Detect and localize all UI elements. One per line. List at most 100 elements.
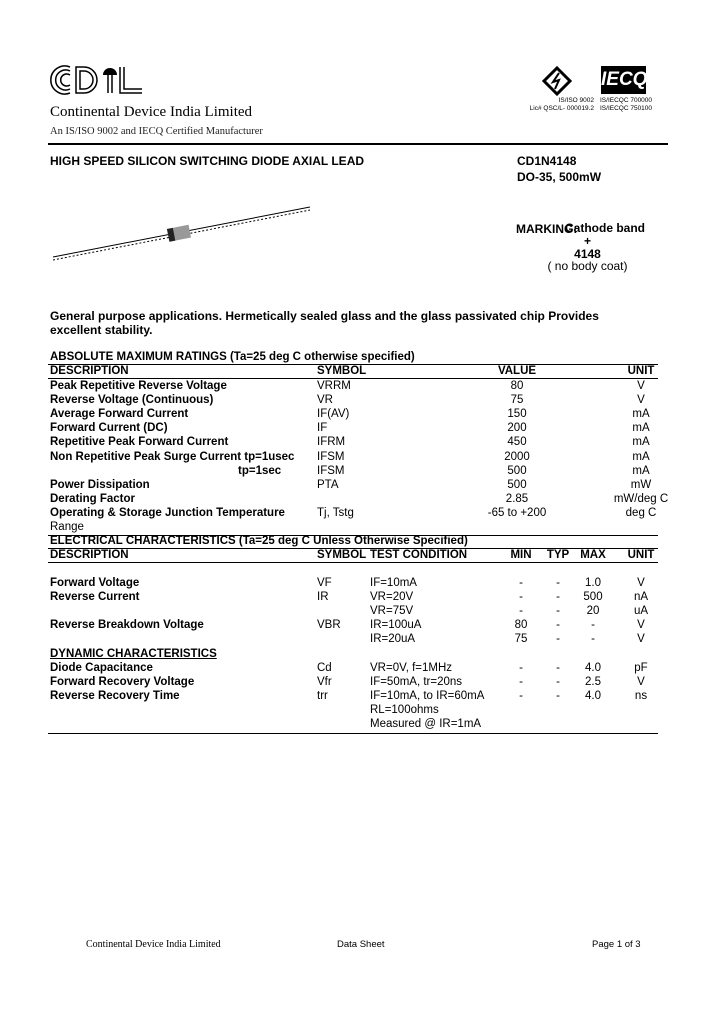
- cell-typ: -: [556, 619, 560, 632]
- cell-description: Reverse Breakdown Voltage: [50, 619, 204, 632]
- cell-test-condition: VR=20V: [370, 591, 414, 604]
- cell-max: 4.0: [585, 689, 601, 702]
- cell-description: Non Repetitive Peak Surge Current tp=1us…: [50, 450, 295, 463]
- cell-min: 80: [514, 619, 528, 632]
- cell-symbol: IFSM: [317, 450, 345, 463]
- header-unit: UNIT: [627, 365, 655, 377]
- header-typ: TYP: [546, 549, 570, 561]
- cell-value: 75: [510, 394, 524, 407]
- marking-info: Cathode band: [545, 222, 665, 235]
- cell-value: 500: [507, 478, 527, 491]
- cell-min: -: [519, 605, 523, 618]
- header-test-condition: TEST CONDITION: [370, 549, 468, 561]
- marking-line: +: [583, 234, 591, 248]
- cell-test-condition: Measured @ IR=1mA: [370, 718, 482, 730]
- header-symbol: SYMBOL: [317, 365, 367, 377]
- cell-description: Forward Current (DC): [50, 422, 168, 435]
- cell-description: Reverse Current: [50, 591, 140, 604]
- cell-typ: -: [556, 591, 560, 604]
- table-row: Measured @ IR=1mA: [0, 718, 720, 732]
- cell-description: Derating Factor: [50, 492, 135, 505]
- cell-value: 500: [507, 464, 527, 477]
- product-description: General purpose applications. Hermetical…: [50, 309, 599, 323]
- table-row: Reverse Breakdown Voltage VBR IR=100uA 80 - -…: [0, 619, 720, 633]
- cell-unit: V: [637, 394, 645, 407]
- iso-cert-line: IS/ISO 9002: [558, 97, 594, 104]
- marking-line: 4148: [574, 246, 601, 261]
- cell-max: 20: [586, 605, 600, 618]
- cell-unit: mA: [632, 464, 650, 477]
- table-row: Average Forward Current IF(AV) 150 mA: [0, 408, 720, 422]
- dynamic-section-heading: DYNAMIC CHARACTERISTICS: [0, 648, 720, 662]
- cell-symbol: IF: [317, 422, 328, 435]
- iso-cert-text: IS/ISO 9002 Lic# QSC/L- 000019.2: [520, 97, 594, 113]
- iso-lic-line: Lic# QSC/L- 000019.2: [529, 105, 594, 112]
- cell-unit: deg C: [625, 506, 657, 519]
- table-row: Reverse Recovery Time trr IF=10mA, to IR=6…: [0, 690, 720, 704]
- cell-symbol: IFSM: [317, 464, 345, 477]
- cell-value: 150: [507, 408, 527, 421]
- marking-info-cont: + 4148 ( no body coat): [520, 235, 655, 273]
- cell-min: -: [519, 591, 523, 604]
- abs-max-header: DESCRIPTION SYMBOL VALUE UNIT: [0, 365, 720, 379]
- iecq-cert-text: IS/IECQC 700000 IS/IECQC 750100: [600, 97, 652, 113]
- table-row: Reverse Voltage (Continuous) VR 75 V: [0, 394, 720, 408]
- footer-page-number: Page 1 of 3: [592, 939, 641, 950]
- cell-symbol: VRRM: [317, 380, 351, 392]
- table-row: Peak Repetitive Reverse Voltage VRRM 80 V: [0, 380, 720, 394]
- header-divider: [48, 143, 668, 145]
- cell-unit: nA: [633, 591, 649, 604]
- marking-line: Cathode band: [565, 221, 645, 235]
- cell-description: DYNAMIC CHARACTERISTICS: [50, 647, 217, 660]
- table-row: Forward Recovery Voltage Vfr IF=50mA, tr=2…: [0, 676, 720, 690]
- cell-unit: ns: [634, 689, 648, 702]
- table-row: Power Dissipation PTA 500 mW: [0, 479, 720, 493]
- cell-symbol: IFRM: [317, 436, 346, 449]
- iecq-cert-line: IS/IECQC 700000: [600, 97, 653, 104]
- cell-test-condition: IR=100uA: [370, 619, 422, 632]
- cell-value: 80: [510, 380, 524, 392]
- product-description-cont: excellent stability.: [50, 323, 153, 337]
- cell-value: 200: [507, 422, 527, 435]
- cell-value: 450: [507, 436, 527, 449]
- cell-unit: V: [637, 380, 645, 392]
- cell-typ: -: [556, 661, 560, 674]
- product-title: HIGH SPEED SILICON SWITCHING DIODE AXIAL…: [50, 154, 365, 168]
- electrical-title: ELECTRICAL CHARACTERISTICS (Ta=25 deg C …: [50, 535, 468, 547]
- cell-symbol: trr: [317, 689, 328, 702]
- divider: [48, 378, 658, 379]
- iecq-cert-line: IS/IECQC 750100: [600, 105, 653, 112]
- table-row: RL=100ohms: [0, 704, 720, 718]
- footer-company: Continental Device India Limited: [86, 939, 221, 950]
- footer-doc-type: Data Sheet: [337, 939, 385, 950]
- cell-max: 2.5: [585, 675, 601, 688]
- cell-symbol: Vfr: [317, 675, 332, 688]
- cell-description: Forward Recovery Voltage: [50, 675, 195, 688]
- company-tagline: An IS/ISO 9002 and IECQ Certified Manufa…: [50, 126, 263, 137]
- cell-min: -: [519, 689, 523, 702]
- cell-max: -: [591, 633, 595, 646]
- isi-cert-icon: [542, 66, 572, 96]
- cell-max: 4.0: [585, 661, 601, 674]
- table-row: tp=1sec IFSM 500 mA: [0, 465, 720, 479]
- diode-drawing: [52, 206, 311, 261]
- cell-value: -65 to +200: [487, 506, 547, 519]
- cell-description: Repetitive Peak Forward Current: [50, 436, 229, 449]
- cell-value: 2000: [504, 450, 530, 463]
- table-row: Forward Voltage VF IF=10mA - - 1.0 V: [0, 577, 720, 591]
- table-row: Derating Factor 2.85 mW/deg C: [0, 493, 720, 507]
- cell-symbol: VF: [317, 577, 332, 589]
- cell-symbol: PTA: [317, 478, 339, 491]
- header-unit: UNIT: [627, 549, 655, 561]
- cell-test-condition: IR=20uA: [370, 633, 416, 646]
- company-name: Continental Device India Limited: [50, 104, 253, 120]
- table-row: IR=20uA 75 - - V: [0, 633, 720, 647]
- cell-unit: mA: [632, 422, 650, 435]
- cell-description: Operating & Storage Junction Temperature: [50, 506, 285, 519]
- cell-max: 1.0: [585, 577, 601, 589]
- header-symbol: SYMBOL: [317, 549, 367, 561]
- electrical-header: DESCRIPTION SYMBOL TEST CONDITION MIN TYP MAX…: [0, 549, 720, 563]
- divider: [48, 364, 658, 365]
- cell-unit: V: [637, 577, 645, 589]
- cell-description: Forward Voltage: [50, 577, 140, 589]
